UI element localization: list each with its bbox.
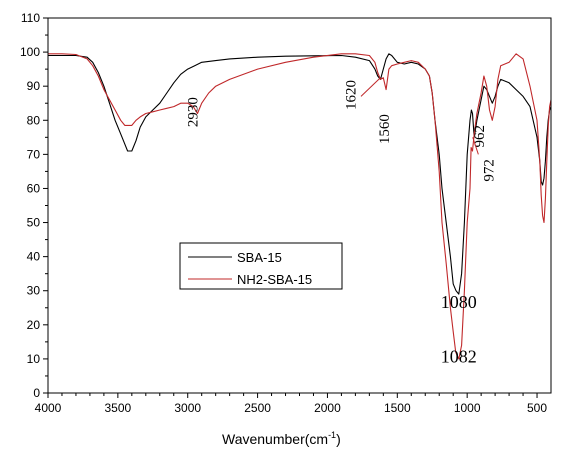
x-tick-label: 1000 <box>454 401 481 415</box>
x-axis-title-close: ) <box>336 431 341 447</box>
x-axis-title: Wavenumber(cm-1) <box>222 430 341 447</box>
x-tick-label: 1500 <box>384 401 411 415</box>
legend-label-nh2-sba15: NH2-SBA-15 <box>237 272 312 287</box>
series-line-sba-15 <box>48 53 551 295</box>
peak-annotation-1620: 1620 <box>343 80 359 110</box>
x-tick-label: 2500 <box>244 401 271 415</box>
legend-label-sba15: SBA-15 <box>237 250 282 265</box>
x-tick-label: 3000 <box>174 401 201 415</box>
y-tick-label: 50 <box>27 216 41 230</box>
y-tick-label: 40 <box>27 250 41 264</box>
x-axis-title-sup: -1 <box>328 430 336 440</box>
x-tick-label: 2000 <box>314 401 341 415</box>
x-tick-label: 500 <box>527 401 547 415</box>
series-layer <box>48 53 551 360</box>
y-tick-label: 110 <box>21 11 40 25</box>
peak-annotation-2930: 2930 <box>185 97 201 127</box>
legend-box <box>179 242 343 290</box>
y-tick-label: 60 <box>27 181 41 195</box>
x-tick-label: 4000 <box>35 401 62 415</box>
annotation-pointer-1620 <box>360 77 381 97</box>
x-tick-label: 3500 <box>105 401 132 415</box>
peak-annotation-1082: 1082 <box>441 346 477 366</box>
y-tick-label: 70 <box>27 147 41 161</box>
peak-annotation-1560: 1560 <box>377 114 393 144</box>
y-tick-label: 100 <box>20 45 40 59</box>
peak-annotation-1080: 1080 <box>441 292 477 312</box>
y-tick-label: 90 <box>27 79 41 93</box>
legend: SBA-15 NH2-SBA-15 <box>179 242 343 290</box>
y-tick-label: 10 <box>27 352 41 366</box>
y-tick-label: 30 <box>27 284 41 298</box>
series-line-nh2-sba-15 <box>48 53 551 360</box>
peak-annotation-962: 962 <box>472 125 488 148</box>
axis-layer: 4000 3500 3000 2500 2000 1500 1000 500 0 10 20 30 40… <box>20 11 547 415</box>
y-tick-label: 80 <box>27 113 41 127</box>
annotation-layer: 2930 1620 1560 962 972 1080 1082 <box>185 77 498 366</box>
peak-annotation-972: 972 <box>482 159 498 181</box>
y-tick-label: 20 <box>27 318 41 332</box>
y-tick-label: 0 <box>33 386 40 400</box>
annotation-pointer-962 <box>472 137 479 155</box>
x-axis-title-main: Wavenumber(cm <box>222 431 328 447</box>
